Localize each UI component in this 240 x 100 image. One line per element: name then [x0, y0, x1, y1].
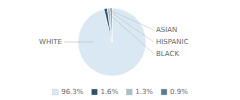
leader-line: [109, 11, 154, 42]
pie-slice: [104, 8, 112, 42]
legend-label: 96.3%: [61, 88, 84, 96]
legend-label: 0.9%: [170, 88, 188, 96]
legend-label: 1.6%: [100, 88, 118, 96]
leader-line: [106, 11, 154, 54]
slice-label: WHITE: [39, 38, 62, 46]
legend-swatch: [52, 89, 58, 95]
slice-label: HISPANIC: [156, 38, 189, 46]
legend-swatch: [161, 89, 167, 95]
slice-label: ASIAN: [156, 26, 177, 34]
slice-label: BLACK: [156, 50, 179, 58]
chart: WHITE ASIAN HISPANIC BLACK 96.3% 1.6% 1.3% 0.9%: [0, 0, 240, 100]
slice-labels: WHITE ASIAN HISPANIC BLACK: [39, 11, 189, 58]
legend-swatch: [91, 89, 97, 95]
leader-line: [64, 42, 93, 43]
legend: 96.3% 1.6% 1.3% 0.9%: [52, 88, 188, 96]
legend-label: 1.3%: [135, 88, 153, 96]
legend-swatch: [126, 89, 132, 95]
pie-slice: [110, 8, 112, 42]
